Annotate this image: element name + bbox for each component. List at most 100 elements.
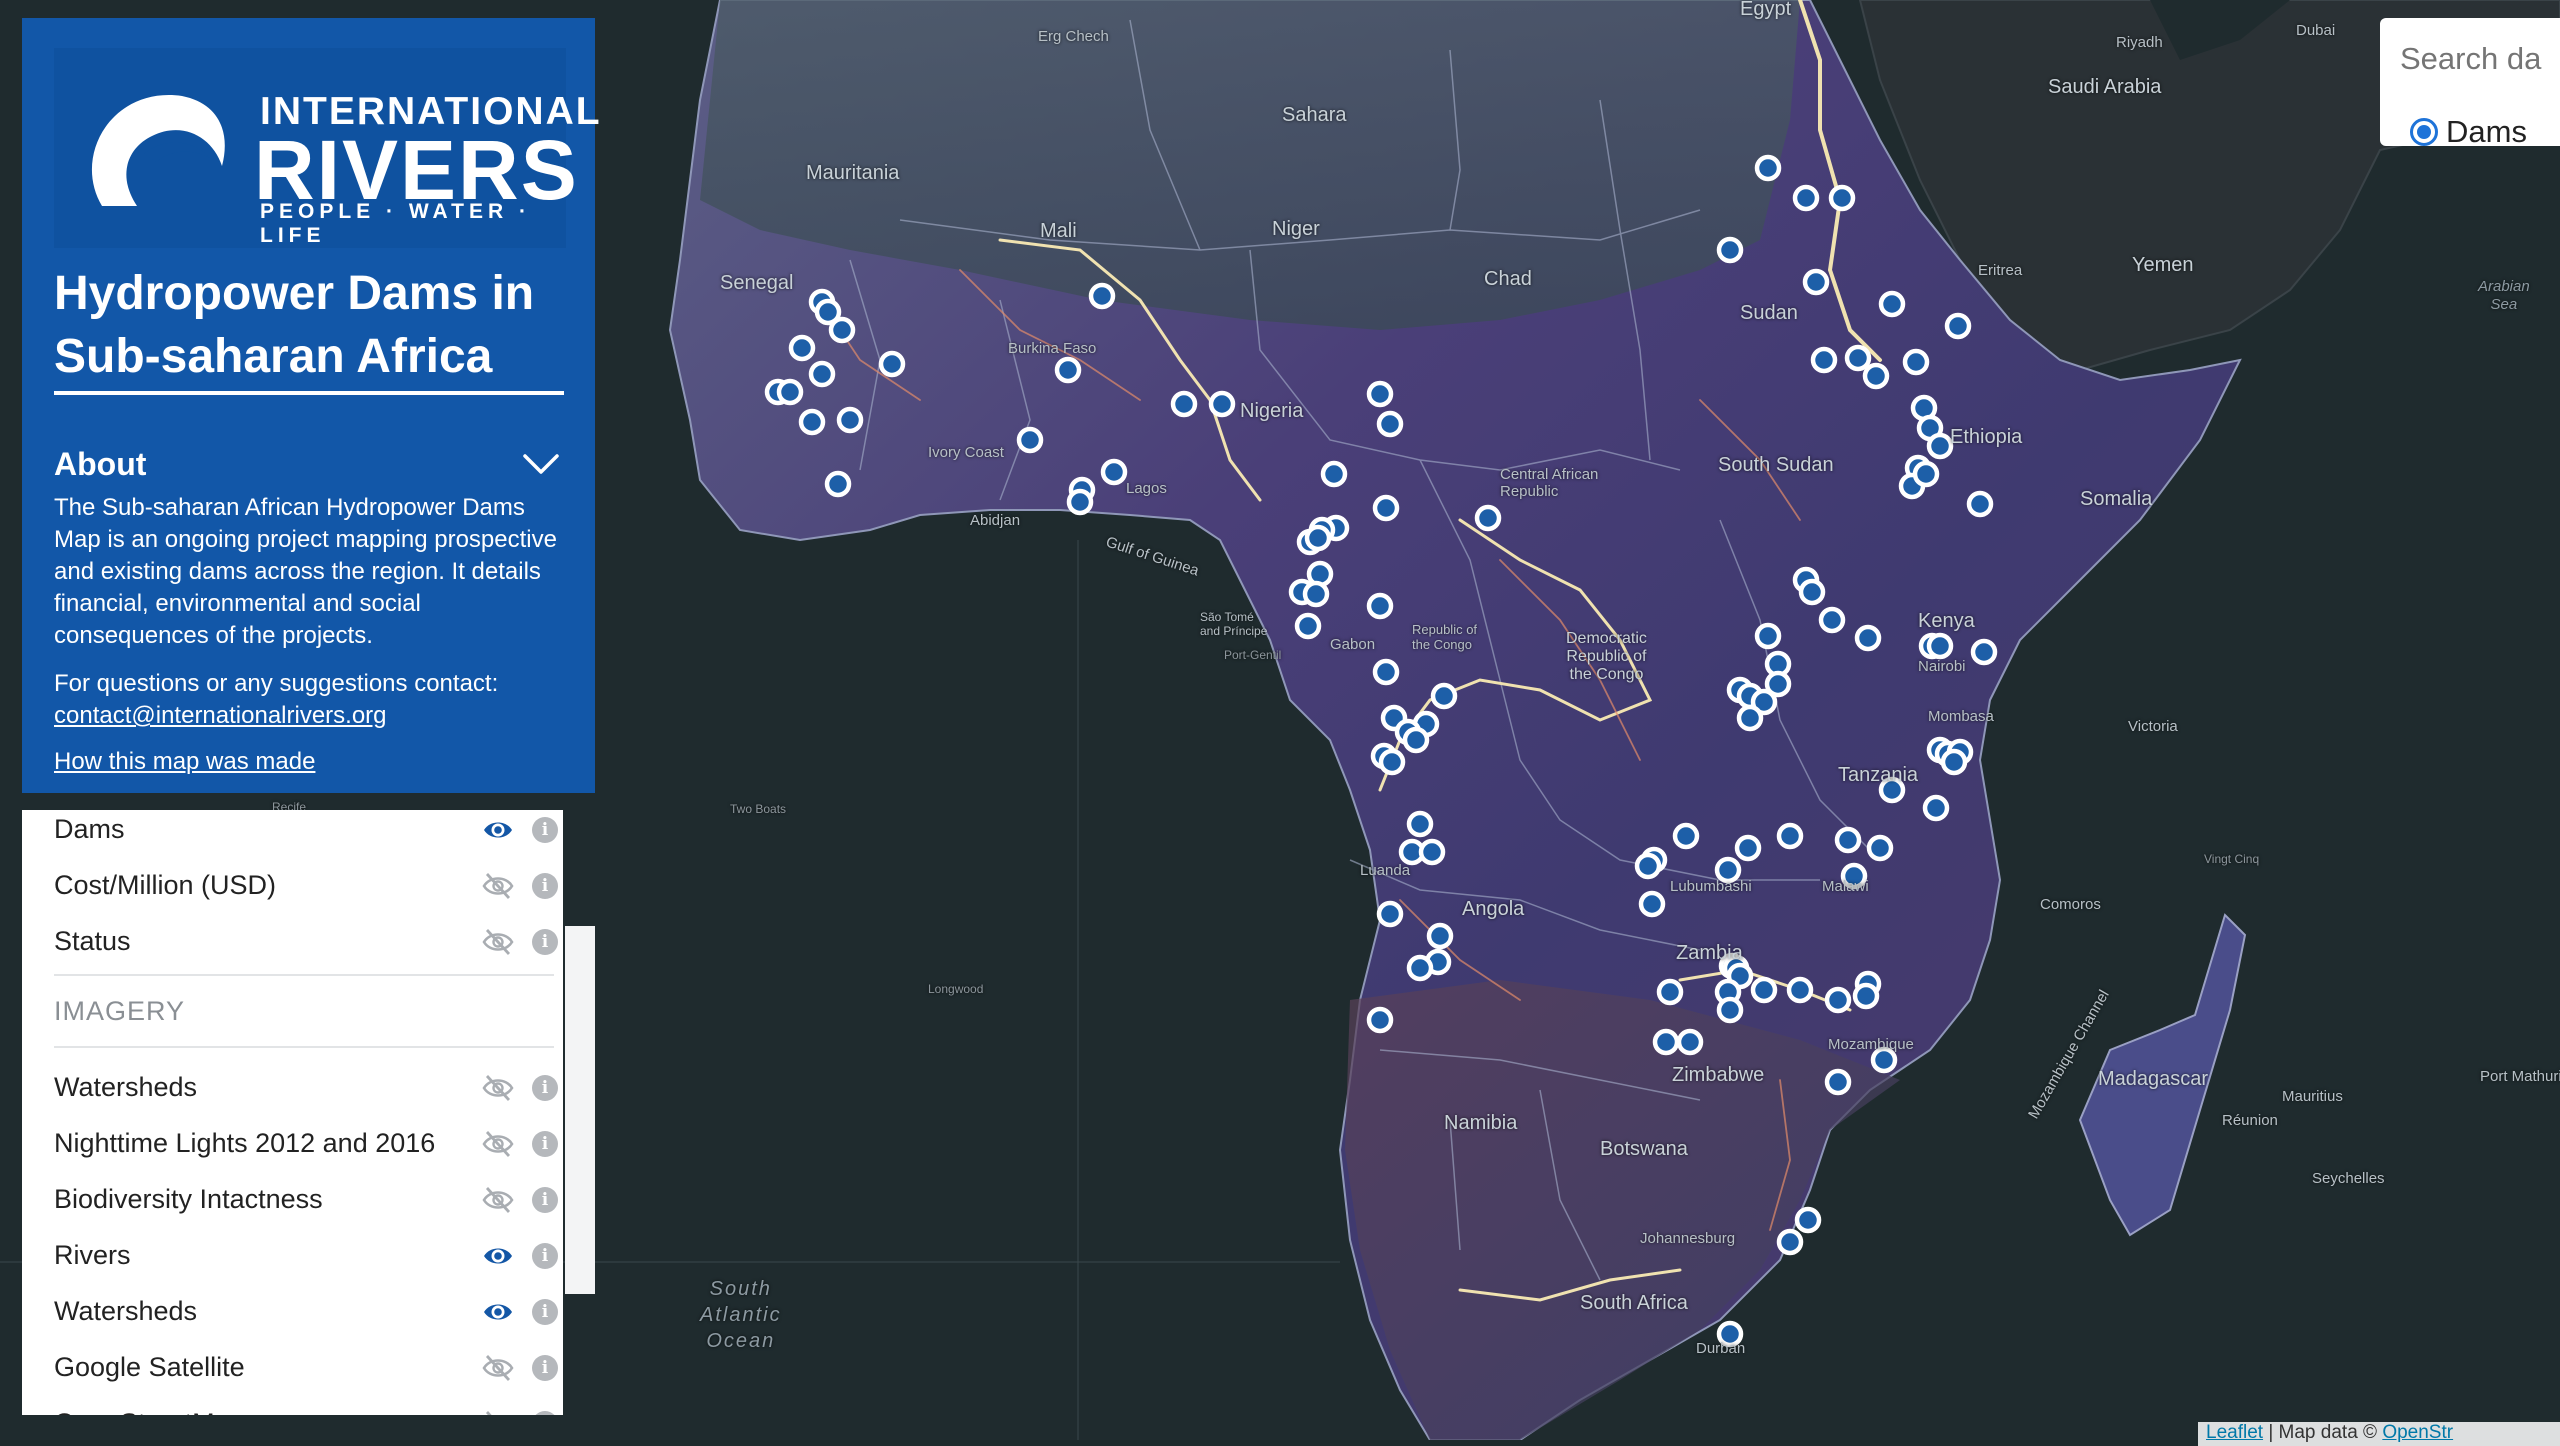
about-toggle[interactable]: About [54, 446, 564, 490]
eye-icon[interactable] [482, 815, 514, 845]
info-icon[interactable]: i [532, 1131, 558, 1157]
layer-row-watersheds[interactable]: Watersheds i [54, 1284, 558, 1340]
dam-marker[interactable] [1366, 592, 1394, 620]
dam-marker[interactable] [1088, 282, 1116, 310]
dam-marker[interactable] [1750, 976, 1778, 1004]
info-icon[interactable]: i [532, 1355, 558, 1381]
eye-off-icon[interactable] [482, 1129, 514, 1159]
dam-marker[interactable] [1418, 838, 1446, 866]
dam-marker[interactable] [1944, 312, 1972, 340]
layer-row-google-satellite[interactable]: Google Satellite i [54, 1340, 558, 1396]
info-icon[interactable]: i [532, 1299, 558, 1325]
info-icon[interactable]: i [532, 1187, 558, 1213]
dam-marker[interactable] [1376, 410, 1404, 438]
dam-marker[interactable] [1792, 184, 1820, 212]
eye-off-icon[interactable] [482, 927, 514, 957]
dam-marker[interactable] [836, 406, 864, 434]
eye-off-icon[interactable] [482, 1353, 514, 1383]
dam-marker[interactable] [1862, 362, 1890, 390]
dam-marker[interactable] [1912, 460, 1940, 488]
dam-marker[interactable] [1672, 822, 1700, 850]
dam-marker[interactable] [1966, 490, 1994, 518]
dam-marker[interactable] [1940, 748, 1968, 776]
dam-marker[interactable] [798, 408, 826, 436]
dam-marker[interactable] [1376, 900, 1404, 928]
eye-off-icon[interactable] [482, 871, 514, 901]
dam-marker[interactable] [1372, 658, 1400, 686]
eye-off-icon[interactable] [482, 1073, 514, 1103]
dam-marker[interactable] [1736, 704, 1764, 732]
dam-marker[interactable] [1638, 890, 1666, 918]
layer-row-openstreetmap[interactable]: OpenStreetMap i [54, 1396, 558, 1415]
dam-marker[interactable] [814, 298, 842, 326]
dam-marker[interactable] [828, 316, 856, 344]
info-icon[interactable]: i [532, 1411, 558, 1415]
dam-marker[interactable] [1676, 1028, 1704, 1056]
dam-marker[interactable] [1824, 1068, 1852, 1096]
dam-marker[interactable] [1926, 432, 1954, 460]
dam-marker[interactable] [1402, 726, 1430, 754]
dam-marker[interactable] [1776, 1228, 1804, 1256]
dam-marker[interactable] [1764, 670, 1792, 698]
layer-row-status[interactable]: Status i [54, 914, 558, 970]
dam-marker[interactable] [1100, 458, 1128, 486]
dam-marker[interactable] [1066, 488, 1094, 516]
dam-marker[interactable] [1802, 268, 1830, 296]
dam-marker[interactable] [1734, 834, 1762, 862]
search-dams-radio[interactable] [2410, 118, 2438, 146]
dam-marker[interactable] [1840, 862, 1868, 890]
dam-marker[interactable] [1794, 1206, 1822, 1234]
dam-marker[interactable] [1824, 986, 1852, 1014]
dam-marker[interactable] [1366, 380, 1394, 408]
chevron-down-icon[interactable] [522, 452, 560, 476]
info-icon[interactable]: i [532, 817, 558, 843]
dam-marker[interactable] [1828, 184, 1856, 212]
dam-marker[interactable] [1426, 922, 1454, 950]
dam-marker[interactable] [1754, 154, 1782, 182]
dam-marker[interactable] [1716, 1320, 1744, 1348]
dam-search-input[interactable] [2398, 40, 2560, 78]
search-dams-radio-label[interactable]: Dams [2446, 114, 2527, 146]
dam-marker[interactable] [1302, 580, 1330, 608]
eye-off-icon[interactable] [482, 1185, 514, 1215]
dam-marker[interactable] [1970, 638, 1998, 666]
dam-marker[interactable] [1834, 826, 1862, 854]
dam-marker[interactable] [1016, 426, 1044, 454]
layer-row-rivers[interactable]: Rivers i [54, 1228, 558, 1284]
dam-marker[interactable] [878, 350, 906, 378]
dam-marker[interactable] [1406, 954, 1434, 982]
dam-marker[interactable] [1170, 390, 1198, 418]
dam-marker[interactable] [1926, 632, 1954, 660]
dam-marker[interactable] [1866, 834, 1894, 862]
dam-marker[interactable] [1798, 578, 1826, 606]
layer-row-nighttime-lights-2012-and-2016[interactable]: Nighttime Lights 2012 and 2016 i [54, 1116, 558, 1172]
eye-icon[interactable] [482, 1297, 514, 1327]
dam-marker[interactable] [1810, 346, 1838, 374]
dam-marker[interactable] [1786, 976, 1814, 1004]
dam-marker[interactable] [824, 470, 852, 498]
dam-marker[interactable] [1208, 390, 1236, 418]
info-icon[interactable]: i [532, 1243, 558, 1269]
leaflet-link[interactable]: Leaflet [2206, 1422, 2264, 1443]
dam-marker[interactable] [1716, 996, 1744, 1024]
dam-marker[interactable] [1716, 236, 1744, 264]
info-icon[interactable]: i [532, 873, 558, 899]
dam-marker[interactable] [1878, 290, 1906, 318]
dam-marker[interactable] [776, 378, 804, 406]
dam-marker[interactable] [1878, 776, 1906, 804]
dam-marker[interactable] [1366, 1006, 1394, 1034]
eye-off-icon[interactable] [482, 1409, 514, 1415]
dam-marker[interactable] [1656, 978, 1684, 1006]
how-map-made-link[interactable]: How this map was made [54, 748, 316, 775]
contact-email-link[interactable]: contact@internationalrivers.org [54, 702, 387, 729]
dam-marker[interactable] [1922, 794, 1950, 822]
dam-marker[interactable] [1054, 356, 1082, 384]
layer-row-watersheds[interactable]: Watersheds i [54, 1060, 558, 1116]
dam-marker[interactable] [1870, 1046, 1898, 1074]
dam-marker[interactable] [1754, 622, 1782, 650]
dam-marker[interactable] [1854, 624, 1882, 652]
dam-marker[interactable] [1320, 460, 1348, 488]
osm-link[interactable]: OpenStr [2382, 1422, 2454, 1443]
dam-marker[interactable] [1294, 612, 1322, 640]
dam-marker[interactable] [1714, 856, 1742, 884]
